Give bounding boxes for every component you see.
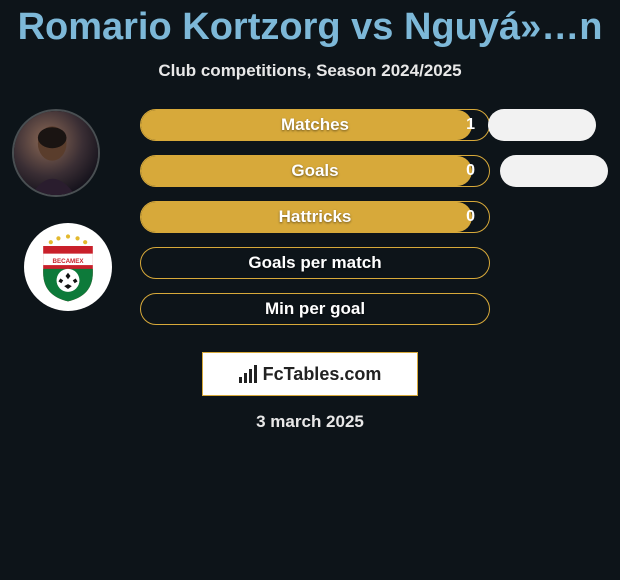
chart-icon: [239, 365, 257, 383]
stat-value: 1: [466, 116, 475, 134]
player2-avatar: BECAMEX: [24, 223, 112, 311]
player1-avatar: [12, 109, 100, 197]
season-subtitle: Club competitions, Season 2024/2025: [0, 61, 620, 81]
svg-text:BECAMEX: BECAMEX: [53, 258, 85, 265]
stat-row-matches: Matches 1: [140, 109, 490, 141]
stat-rows: Matches 1 Goals 0 Hattricks 0 Goals per match M…: [140, 109, 490, 325]
stat-row-hattricks: Hattricks 0: [140, 201, 490, 233]
stat-value: 0: [466, 208, 475, 226]
stat-label: Goals: [291, 161, 338, 181]
snapshot-date: 3 march 2025: [0, 412, 620, 432]
stat-value: 0: [466, 162, 475, 180]
opponent-pill-matches: [488, 109, 596, 141]
stat-label: Matches: [281, 115, 349, 135]
stat-row-goals: Goals 0: [140, 155, 490, 187]
page-title: Romario Kortzorg vs Nguyá»…n: [0, 0, 620, 49]
stat-label: Goals per match: [248, 253, 381, 273]
source-logo-text: FcTables.com: [263, 364, 382, 385]
opponent-pill-goals: [500, 155, 608, 187]
stat-label: Hattricks: [279, 207, 352, 227]
stat-label: Min per goal: [265, 299, 365, 319]
stats-area: BECAMEX Matches 1 Goals 0 Hattricks 0 Goals pe…: [0, 109, 620, 325]
comparison-card: Romario Kortzorg vs Nguyá»…n Club compet…: [0, 0, 620, 580]
stat-row-mpg: Min per goal: [140, 293, 490, 325]
stat-row-gpm: Goals per match: [140, 247, 490, 279]
source-logo: FcTables.com: [202, 352, 418, 396]
